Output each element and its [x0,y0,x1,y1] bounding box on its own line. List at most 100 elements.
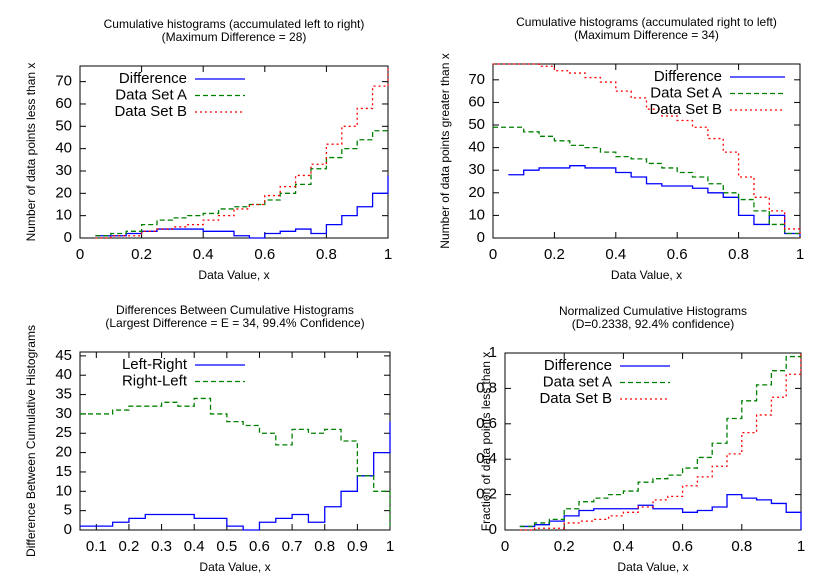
y-tick-label: 30 [55,405,72,422]
y-tick-label: 25 [55,424,72,441]
series-line [519,493,802,530]
x-tick-label: 0 [501,538,509,555]
y-tick-label: 10 [468,206,485,223]
legend-label: Data Set A [650,84,722,101]
y-tick-label: 0 [64,229,72,246]
series-line [493,63,801,238]
y-tick-label: 0 [64,521,72,538]
series-line [95,175,389,239]
legend-label: Data Set B [114,103,187,120]
x-tick-label: 0.8 [316,246,337,263]
y-tick-label: 60 [468,93,485,110]
y-tick-label: 50 [468,116,485,133]
chart-title: Cumulative histograms (accumulated right… [516,15,777,29]
legend-label: Data set A [543,373,612,390]
x-tick-label: 0.1 [86,538,107,555]
y-tick-label: 15 [55,463,72,480]
y-tick-label: 50 [55,117,72,134]
legend-label: Difference [654,68,722,85]
x-tick-label: 0.2 [131,246,152,263]
x-tick-label: 0.4 [193,246,214,263]
y-tick-label: 0.6 [476,415,497,432]
x-tick-label: 0.3 [151,538,172,555]
x-tick-label: 0.2 [544,246,565,263]
plot-frame [492,63,801,239]
x-tick-label: 0.2 [119,538,140,555]
x-axis-label: Data Value, x [199,560,270,574]
x-tick-label: 1 [384,246,392,263]
x-tick-label: 0.4 [605,246,626,263]
x-tick-label: 0.2 [554,538,575,555]
y-tick-label: 0 [477,229,485,246]
legend-label: Data Set B [649,101,722,118]
chart-title: Differences Between Cumulative Histogram… [116,303,354,317]
chart-title: Normalized Cumulative Histograms [559,304,747,318]
plot-frame [504,352,802,531]
y-tick-label: 30 [468,161,485,178]
x-axis-label: Data Value, x [617,560,688,574]
legend-label: Difference [119,70,187,87]
y-tick-label: 5 [64,502,72,519]
x-axis-label: Data Value, x [198,268,269,282]
y-axis-label: Number of data points greater than x [438,53,452,248]
y-tick-label: 40 [468,139,485,156]
y-axis-label: Fraction of data points less than x [479,352,493,531]
series-line [508,165,801,238]
x-axis-label: Data Value, x [611,268,682,282]
legend-label: Left-Right [122,356,188,373]
chart-subtitle: (Maximum Difference = 34) [574,28,719,42]
y-tick-label: 20 [468,184,485,201]
series-line [519,353,802,531]
y-tick-label: 10 [55,482,72,499]
series-line [95,66,389,239]
x-tick-label: 0.4 [613,538,634,555]
series-line [519,353,802,528]
series-line [95,128,389,237]
y-tick-label: 45 [55,347,72,364]
legend-label: Difference [544,357,612,374]
series-line [493,126,801,238]
x-tick-label: 0.5 [216,538,237,555]
y-axis-label: Number of data points less than x [24,63,38,242]
chart-subtitle: (Maximum Difference = 28) [162,30,307,44]
y-tick-label: 0.8 [476,379,497,396]
x-tick-label: 0.6 [672,538,693,555]
legend-label: Right-Left [122,372,188,389]
x-tick-label: 1 [796,246,804,263]
x-tick-label: 0.8 [728,246,749,263]
legend-label: Data Set A [115,86,187,103]
x-tick-label: 0 [489,246,497,263]
y-tick-label: 35 [55,386,72,403]
y-tick-label: 10 [55,207,72,224]
y-tick-label: 0 [489,521,497,538]
x-tick-label: 1 [797,538,805,555]
y-tick-label: 40 [55,366,72,383]
legend-label: Data Set B [539,390,612,407]
y-tick-label: 40 [55,140,72,157]
y-tick-label: 70 [468,71,485,88]
plot-frame [79,65,389,239]
y-tick-label: 70 [55,73,72,90]
y-tick-label: 30 [55,162,72,179]
x-tick-label: 0.6 [667,246,688,263]
chart-subtitle: (Largest Difference = E = 34, 99.4% Conf… [105,316,364,330]
y-tick-label: 60 [55,95,72,112]
x-tick-label: 0.8 [314,538,335,555]
y-tick-label: 0.4 [476,450,497,467]
y-tick-label: 20 [55,444,72,461]
x-tick-label: 0 [76,246,84,263]
x-tick-label: 0.6 [254,246,275,263]
series-line [80,421,391,531]
y-tick-label: 20 [55,184,72,201]
y-axis-label: Difference Between Cumulative Histograms [24,325,38,557]
y-tick-label: 0.2 [476,486,497,503]
x-tick-label: 0.4 [184,538,205,555]
x-tick-label: 0.6 [249,538,270,555]
series-line [80,397,391,527]
y-tick-label: 1 [489,344,497,361]
x-tick-label: 0.9 [347,538,368,555]
x-tick-label: 0.8 [731,538,752,555]
x-tick-label: 1 [386,538,394,555]
x-tick-label: 0.7 [282,538,303,555]
